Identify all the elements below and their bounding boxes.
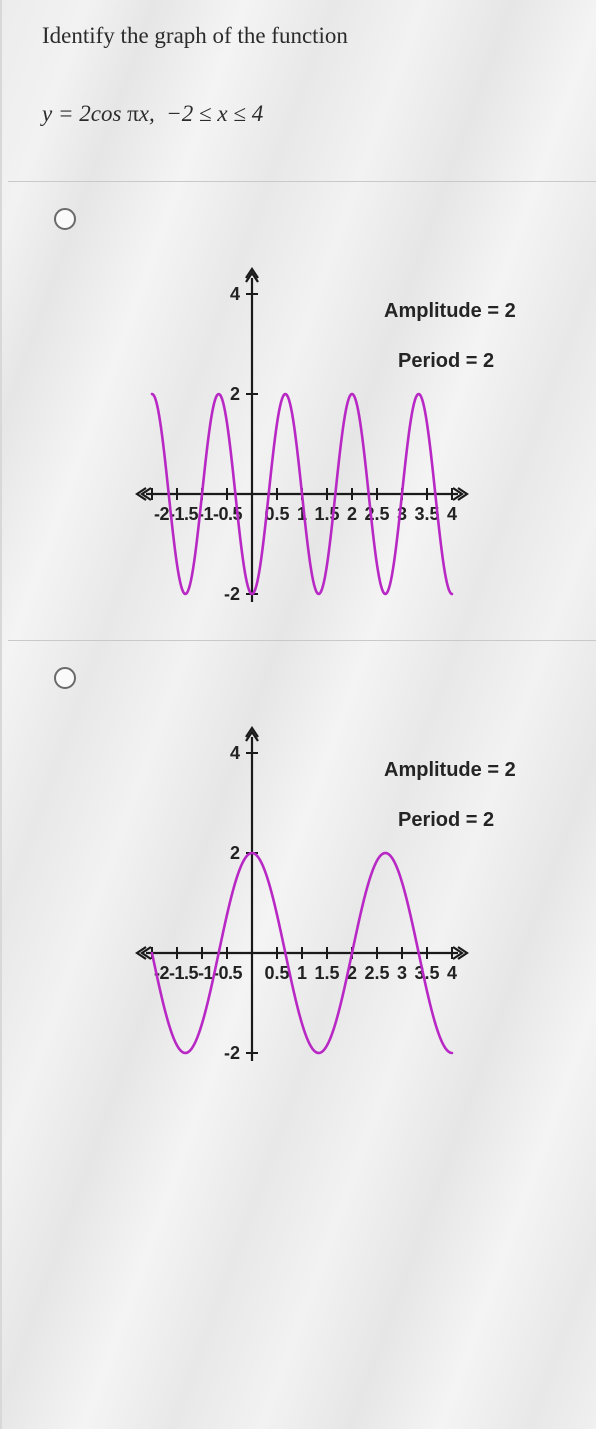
radio-button-1[interactable] — [54, 208, 76, 230]
svg-text:4: 4 — [447, 504, 457, 524]
svg-text:2.5: 2.5 — [364, 504, 389, 524]
choice-2[interactable]: -2-1.5-1-0.50.511.522.533.5424-2 Amplitu… — [8, 641, 596, 1081]
svg-text:1.5: 1.5 — [314, 504, 339, 524]
svg-text:-2: -2 — [224, 1043, 240, 1061]
chart-2-amplitude-label: Amplitude = 2 — [384, 759, 516, 782]
question-text: Identify the graph of the function — [8, 0, 596, 55]
chart-2: -2-1.5-1-0.50.511.522.533.5424-2 — [94, 701, 574, 1061]
equation-text: y = 2cos πx, −2 ≤ x ≤ 4 — [42, 101, 263, 126]
radio-button-2[interactable] — [54, 667, 76, 689]
svg-text:0.5: 0.5 — [264, 963, 289, 983]
chart-1-period-label: Period = 2 — [398, 350, 494, 373]
svg-text:1.5: 1.5 — [314, 963, 339, 983]
svg-text:2.5: 2.5 — [364, 963, 389, 983]
svg-text:2: 2 — [230, 384, 240, 404]
chart-1-amplitude-label: Amplitude = 2 — [384, 300, 516, 323]
chart-2-wrap: -2-1.5-1-0.50.511.522.533.5424-2 Amplitu… — [94, 701, 586, 1061]
svg-text:2: 2 — [230, 843, 240, 863]
svg-text:4: 4 — [447, 963, 457, 983]
svg-text:4: 4 — [230, 284, 240, 304]
chart-1-wrap: -2-1.5-1-0.50.511.522.533.5424-2 Amplitu… — [94, 242, 586, 602]
choice-1[interactable]: -2-1.5-1-0.50.511.522.533.5424-2 Amplitu… — [8, 182, 596, 622]
chart-1: -2-1.5-1-0.50.511.522.533.5424-2 — [94, 242, 574, 602]
chart-2-period-label: Period = 2 — [398, 809, 494, 832]
svg-text:2: 2 — [347, 504, 357, 524]
svg-text:-2-1.5-1-0.5: -2-1.5-1-0.5 — [154, 963, 243, 983]
equation: y = 2cos πx, −2 ≤ x ≤ 4 — [8, 55, 596, 137]
svg-text:1: 1 — [297, 963, 307, 983]
svg-text:3.5: 3.5 — [414, 963, 439, 983]
svg-text:-2: -2 — [224, 584, 240, 602]
svg-text:3: 3 — [397, 963, 407, 983]
svg-text:4: 4 — [230, 743, 240, 763]
